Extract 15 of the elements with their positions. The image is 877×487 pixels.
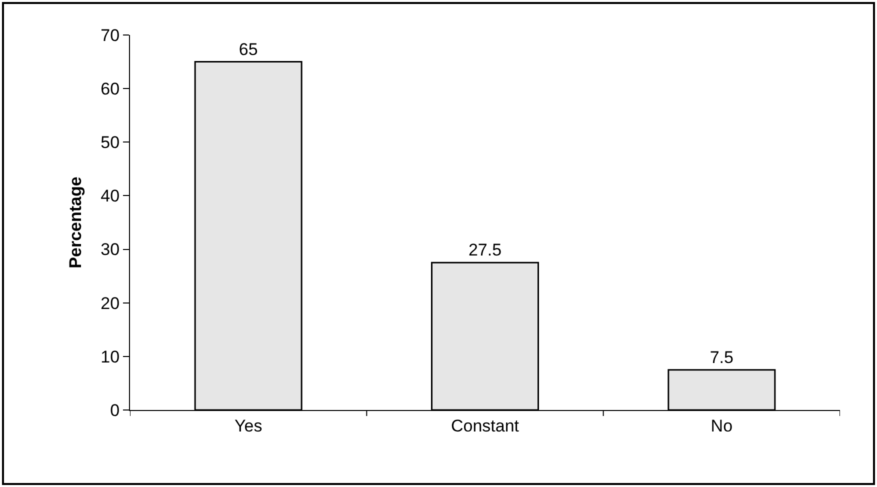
data-label: 65: [238, 40, 258, 59]
y-tick-label: 60: [100, 80, 120, 99]
data-label: 27.5: [468, 240, 502, 260]
y-tick-label: 0: [110, 400, 120, 420]
y-tick-label: 50: [100, 133, 120, 152]
x-tick-label: No: [710, 416, 733, 436]
y-tick-label: 30: [100, 240, 120, 260]
y-axis-title: Percentage: [66, 176, 86, 268]
y-tick-label: 20: [100, 294, 120, 313]
x-tick-label: Yes: [234, 416, 262, 436]
y-tick-label: 70: [100, 26, 120, 45]
data-label: 7.5: [710, 348, 734, 367]
y-tick-label: 10: [100, 347, 120, 366]
y-tick-label: 40: [100, 186, 120, 206]
x-tick-label: Constant: [450, 416, 520, 436]
